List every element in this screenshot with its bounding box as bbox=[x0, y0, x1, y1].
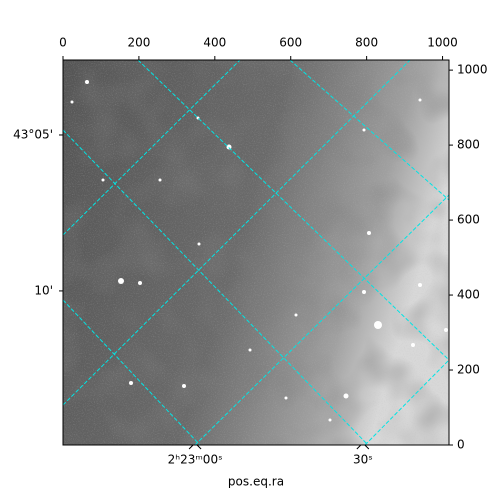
dec-tick-label: 43°05' bbox=[13, 127, 53, 141]
x-tick-label: 800 bbox=[355, 36, 378, 50]
x-tick-label: 1000 bbox=[427, 36, 458, 50]
ra-tick bbox=[188, 444, 194, 450]
y-tick-label: 800 bbox=[457, 138, 480, 152]
ra-tick-label: 2ʰ23ᵐ00ˢ bbox=[168, 453, 223, 467]
x-tick-label: 200 bbox=[127, 36, 150, 50]
y-tick-label: 0 bbox=[457, 438, 465, 452]
y-tick-label: 400 bbox=[457, 288, 480, 302]
ra-tick bbox=[364, 444, 370, 450]
y-tick-label: 200 bbox=[457, 363, 480, 377]
coordinate-grid bbox=[63, 60, 449, 445]
y-tick-label: 1000 bbox=[457, 63, 488, 77]
x-tick-label: 400 bbox=[203, 36, 226, 50]
ra-tick bbox=[356, 444, 362, 450]
dec-tick-label: 10' bbox=[34, 283, 53, 297]
x-tick-label: 600 bbox=[279, 36, 302, 50]
ra-tick-label: 30ˢ bbox=[353, 453, 373, 467]
ra-tick bbox=[196, 444, 202, 450]
x-axis-label: pos.eq.ra bbox=[228, 475, 284, 489]
y-tick-label: 600 bbox=[457, 213, 480, 227]
sky-image bbox=[63, 60, 449, 445]
axes-frame bbox=[62, 59, 450, 446]
x-tick-label: 0 bbox=[59, 36, 67, 50]
